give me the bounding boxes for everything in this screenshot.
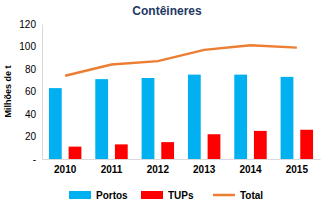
legend-swatch: [69, 191, 91, 199]
bar: [142, 78, 155, 159]
y-axis-line: [42, 25, 43, 160]
chart: Contêineres Milhões de t - 20 40 60 80 100 120 20…: [0, 0, 334, 211]
bar-series: [69, 130, 313, 159]
y-tick-label: 120: [19, 19, 36, 30]
x-tick-label: 2015: [286, 164, 309, 175]
legend: Portos TUPs Total: [69, 190, 263, 201]
bar: [234, 75, 247, 159]
legend-label: TUPs: [168, 190, 194, 201]
legend-label: Total: [240, 190, 263, 201]
x-tick: 2011: [101, 159, 123, 175]
x-axis-line: [43, 159, 321, 160]
title: Contêineres: [132, 4, 202, 18]
x-tick-label: 2014: [239, 164, 262, 175]
x-tick: 2013: [193, 159, 216, 175]
bar: [95, 79, 108, 159]
legend-item: Total: [213, 190, 263, 201]
bar: [208, 134, 221, 159]
bar: [69, 147, 82, 159]
y-tick: 40: [25, 109, 42, 120]
y-tick: 80: [25, 64, 42, 75]
x-tick-label: 2013: [193, 164, 216, 175]
y-tick-label: 80: [25, 64, 37, 75]
bar: [281, 77, 294, 159]
bar-series: [49, 75, 293, 159]
x-tick-label: 2010: [54, 164, 77, 175]
y-tick-label: 100: [19, 41, 36, 52]
line: [65, 45, 297, 75]
legend-swatch: [213, 194, 235, 197]
x-tick: 2014: [239, 159, 262, 175]
x-tick: 2015: [286, 159, 309, 175]
legend-swatch: [141, 191, 163, 199]
x-tick: 2012: [147, 159, 170, 175]
y-axis-title: Milhões de t: [3, 65, 13, 117]
x-tick-label: 2012: [147, 164, 170, 175]
bar: [161, 142, 174, 159]
legend-item: Portos: [69, 190, 128, 201]
x-tick-label: 2011: [101, 164, 123, 175]
bar: [188, 75, 201, 159]
bar: [300, 130, 313, 159]
x-axis: 2010 2011 2012 2013 2014 2015: [43, 159, 321, 175]
y-tick: 100: [19, 41, 42, 52]
y-tick-label: 40: [25, 109, 37, 120]
y-tick: 120: [19, 19, 42, 30]
bar: [254, 131, 267, 159]
y-tick: 20: [25, 131, 42, 142]
y-tick: -: [33, 154, 42, 165]
y-tick: 60: [25, 86, 42, 97]
y-tick-label: 60: [25, 86, 37, 97]
x-tick: 2010: [54, 159, 77, 175]
y-tick-label: -: [33, 154, 36, 165]
marks: [49, 45, 313, 159]
y-axis: - 20 40 60 80 100 120: [19, 19, 42, 165]
y-tick-label: 20: [25, 131, 37, 142]
bar: [115, 144, 128, 159]
bar: [49, 88, 62, 159]
legend-item: TUPs: [141, 190, 194, 201]
plot: - 20 40 60 80 100 120 2010 2011 2012 2013 2014 2015: [19, 19, 320, 175]
legend-label: Portos: [96, 190, 128, 201]
